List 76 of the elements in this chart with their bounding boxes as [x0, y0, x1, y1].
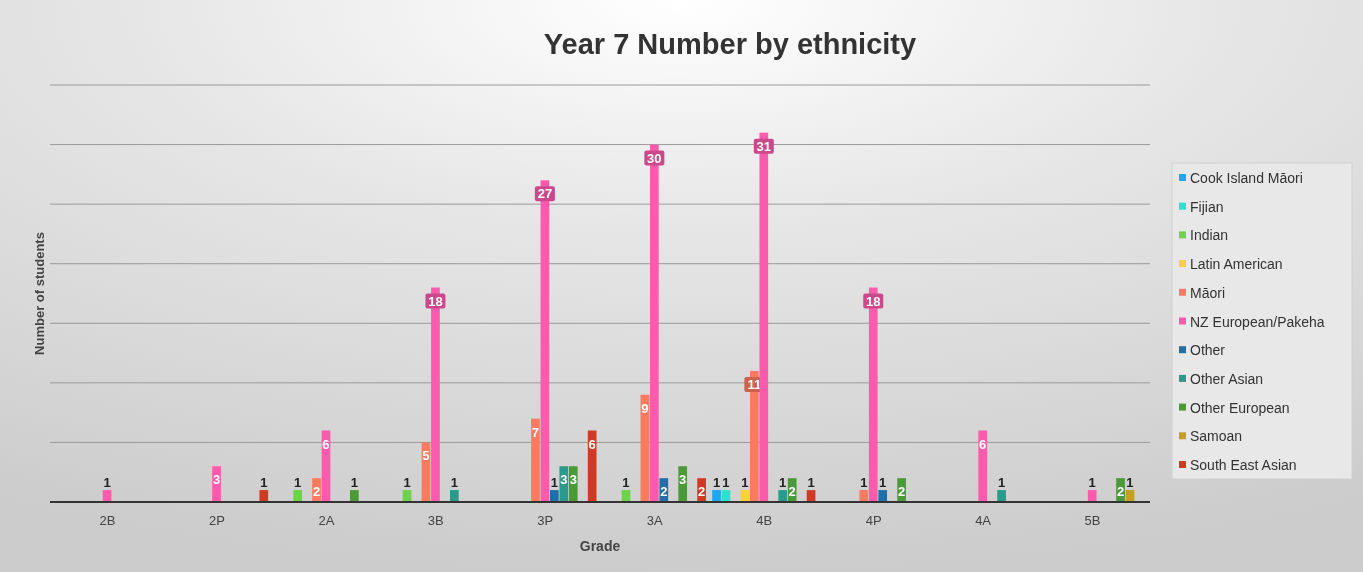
data-label: 1 [294, 475, 302, 491]
y-axis-title: Number of students [32, 232, 47, 355]
data-label: 2 [897, 484, 906, 500]
data-label: 3 [569, 472, 577, 488]
data-label: 1 [1088, 475, 1096, 491]
data-label: 1 [741, 475, 749, 491]
bar [778, 490, 788, 502]
data-label: 1 [879, 475, 887, 491]
legend-label: NZ European/Pakeha [1190, 313, 1325, 330]
data-label: 7 [531, 424, 540, 440]
x-tick-label: 2A [318, 513, 335, 528]
data-label: 6 [322, 436, 330, 452]
x-tick-label: 4P [865, 513, 882, 528]
x-tick-label: 3P [537, 513, 554, 528]
data-label: 1 [403, 475, 411, 491]
bar [750, 370, 759, 502]
x-tick-label: 4A [975, 513, 992, 528]
legend-label: Other European [1190, 399, 1290, 416]
bar [712, 490, 721, 502]
data-label: 1 [860, 475, 868, 491]
data-label: 1 [712, 475, 721, 491]
data-label: 6 [588, 436, 596, 452]
bar [259, 490, 269, 502]
bar [293, 490, 302, 502]
bar [550, 490, 559, 502]
legend-label: Māori [1190, 284, 1226, 301]
x-tick-label: 3A [646, 513, 663, 528]
data-label: 2 [660, 484, 668, 500]
bar [587, 430, 597, 502]
x-tick-label: 5B [1084, 513, 1101, 528]
data-label: 6 [979, 436, 987, 452]
bar [759, 132, 769, 502]
data-label: 2 [312, 484, 321, 500]
chart-title: Year 7 Number by ethnicity [543, 28, 917, 60]
bar [868, 287, 878, 502]
legend-label: Other Asian [1190, 370, 1264, 387]
x-tick-label: 2P [208, 513, 225, 528]
data-label: 5 [422, 448, 430, 464]
bar [859, 490, 869, 502]
data-label: 2 [788, 484, 796, 500]
data-label: 1 [722, 475, 730, 491]
legend-label: Cook Island Māori [1190, 170, 1303, 186]
x-tick-label: 2B [99, 513, 116, 528]
x-tick-label: 4B [756, 513, 773, 528]
data-label: 9 [641, 400, 649, 416]
data-label: 1 [997, 475, 1006, 491]
bar [878, 490, 888, 502]
data-label: 1 [103, 475, 111, 491]
bar [997, 490, 1006, 502]
data-label: 1 [450, 475, 458, 491]
data-label: 3 [212, 472, 221, 488]
data-label: 1 [622, 475, 630, 491]
data-label: 3 [560, 472, 568, 488]
bar [350, 490, 359, 502]
data-label: 2 [697, 484, 706, 500]
data-label: 1 [807, 475, 815, 491]
legend-label: Samoan [1190, 428, 1243, 445]
x-tick-label: 3B [427, 513, 444, 528]
data-label: 1 [260, 475, 268, 491]
data-label: 1 [350, 475, 358, 491]
bar [1087, 490, 1097, 502]
bar [978, 430, 988, 502]
legend-label: Other [1190, 342, 1226, 359]
legend-label: Latin American [1190, 256, 1283, 273]
data-label: 1 [779, 475, 787, 491]
data-label: 2 [1116, 484, 1125, 500]
data-label: 1 [1126, 475, 1134, 491]
data-label: 1 [550, 475, 558, 491]
data-label: 11 [747, 376, 762, 392]
bar [450, 490, 459, 502]
legend-label: Fijian [1190, 198, 1224, 215]
legend-label: Indian [1190, 227, 1229, 244]
bar [531, 418, 540, 502]
data-label: 3 [679, 472, 687, 488]
legend-label: South East Asian [1190, 457, 1297, 473]
x-axis-title: Grade [579, 538, 621, 554]
